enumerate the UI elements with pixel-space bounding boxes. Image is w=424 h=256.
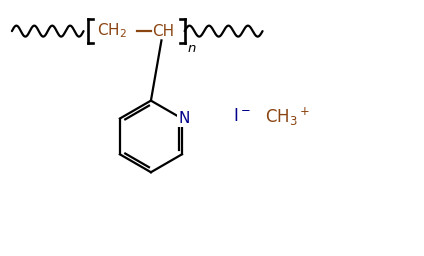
Text: N: N (179, 111, 190, 126)
Text: n: n (187, 42, 195, 55)
Text: CH: CH (152, 24, 174, 39)
Text: CH$_3$$^+$: CH$_3$$^+$ (265, 105, 310, 127)
Text: CH$_2$: CH$_2$ (98, 22, 127, 40)
Text: I$^-$: I$^-$ (233, 108, 251, 125)
